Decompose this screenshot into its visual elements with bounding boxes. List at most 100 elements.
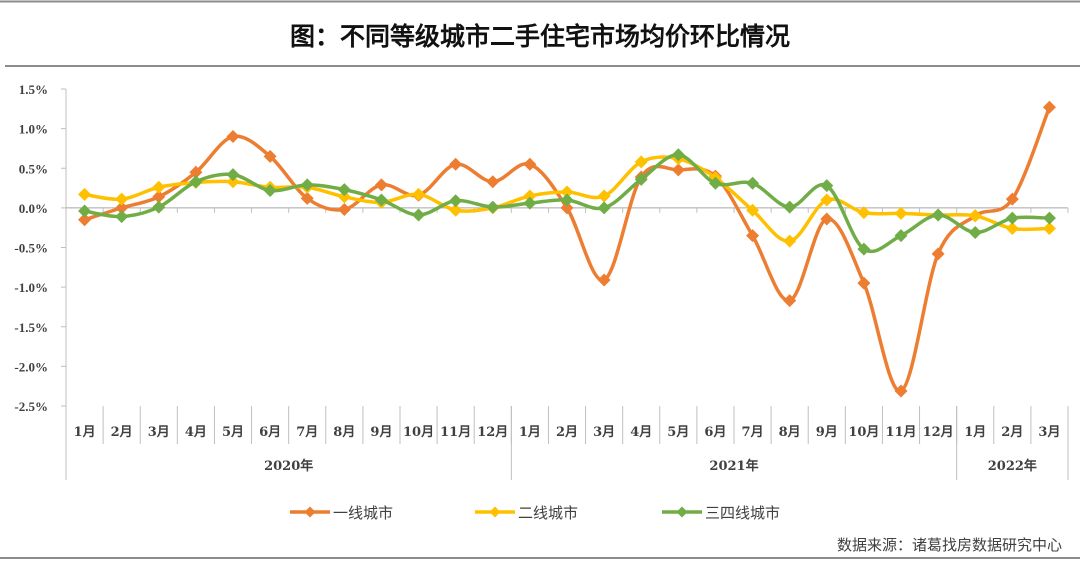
data-point-marker [1042,221,1056,235]
data-point-marker [968,209,982,223]
y-tick-label: -0.5% [14,241,48,256]
x-tick-label: 3月 [1038,425,1060,440]
x-tick-label: 1月 [519,425,541,440]
data-point-marker [634,172,648,186]
data-point-marker [449,194,463,208]
legend-item: 一线城市 [290,504,393,522]
data-point-marker [1005,221,1019,235]
data-point-marker [226,130,240,144]
data-point-marker [931,208,945,222]
data-point-marker [300,191,314,205]
data-point-marker [746,229,760,243]
data-point-marker [1005,211,1019,225]
data-point-marker [560,193,574,207]
data-point-marker [894,206,908,220]
data-point-marker [115,192,129,206]
legend-marker [676,506,688,518]
data-point-marker [263,149,277,163]
data-point-marker [560,185,574,199]
legend-item: 二线城市 [475,504,578,522]
x-tick-label: 5月 [667,425,689,440]
data-point-marker [931,247,945,261]
source-note: 数据来源：诸葛找房数据研究中心 [837,536,1062,554]
data-point-marker [783,200,797,214]
data-point-marker [820,179,834,193]
chart-title: 图：不同等级城市二手住宅市场均价环比情况 [290,22,790,51]
data-point-marker [78,204,92,218]
data-point-marker [857,276,871,290]
data-point-marker [857,206,871,220]
data-point-marker [337,202,351,216]
x-tick-label: 2月 [111,425,133,440]
x-tick-label: 8月 [779,425,801,440]
data-point-marker [820,212,834,226]
data-point-marker [523,196,537,210]
data-point-marker [486,175,500,189]
data-point-marker [671,163,685,177]
data-point-marker [189,165,203,179]
x-tick-label: 4月 [630,425,652,440]
year-label: 2022年 [988,458,1037,474]
y-tick-label: 0.0% [19,201,48,216]
data-point-marker [263,183,277,197]
data-point-marker [152,180,166,194]
x-tick-label: 9月 [816,425,838,440]
data-point-marker [226,168,240,182]
data-point-marker [412,208,426,222]
x-tick-label: 12月 [923,425,954,440]
data-point-marker [1042,100,1056,114]
y-tick-label: -1.0% [14,280,48,295]
x-tick-label: 11月 [440,425,471,440]
legend-item: 三四线城市 [662,504,780,522]
data-point-marker [337,190,351,204]
x-tick-label: 2月 [556,425,578,440]
data-point-marker [152,200,166,214]
data-point-marker [894,229,908,243]
data-point-marker [1005,192,1019,206]
series-3 [78,148,1056,256]
y-tick-label: -2.5% [14,399,48,414]
legend-marker [489,506,501,518]
data-point-marker [78,213,92,227]
x-tick-label: 6月 [704,425,726,440]
year-label: 2020年 [264,458,313,474]
data-point-marker [189,175,203,189]
series-line [84,106,1052,393]
x-tick-label: 11月 [885,425,916,440]
data-point-marker [486,200,500,214]
data-point-marker [300,178,314,192]
data-point-marker [634,155,648,169]
data-point-marker [78,187,92,201]
data-point-marker [708,176,722,190]
y-tick-label: -1.5% [14,320,48,335]
legend-marker [304,506,316,518]
data-point-marker [857,242,871,256]
x-tick-label: 12月 [477,425,508,440]
data-point-marker [374,193,388,207]
y-tick-label: -2.0% [14,359,48,374]
data-point-marker [374,178,388,192]
data-point-marker [523,157,537,171]
data-point-marker [746,203,760,217]
x-tick-label: 1月 [964,425,986,440]
x-tick-label: 5月 [222,425,244,440]
x-tick-label: 9月 [370,425,392,440]
x-tick-label: 4月 [185,425,207,440]
y-tick-label: 0.5% [19,161,48,176]
data-point-marker [412,187,426,201]
x-tick-label: 2月 [1001,425,1023,440]
y-tick-label: 1.5% [19,82,48,97]
data-point-marker [152,190,166,204]
data-point-marker [968,225,982,239]
data-point-marker [337,183,351,197]
data-point-marker [1042,211,1056,225]
data-point-marker [783,294,797,308]
x-tick-label: 3月 [593,425,615,440]
x-tick-label: 10月 [848,425,879,440]
data-point-marker [894,384,908,398]
series-1 [78,100,1056,398]
data-point-marker [597,201,611,215]
data-point-marker [449,203,463,217]
data-point-marker [115,201,129,215]
